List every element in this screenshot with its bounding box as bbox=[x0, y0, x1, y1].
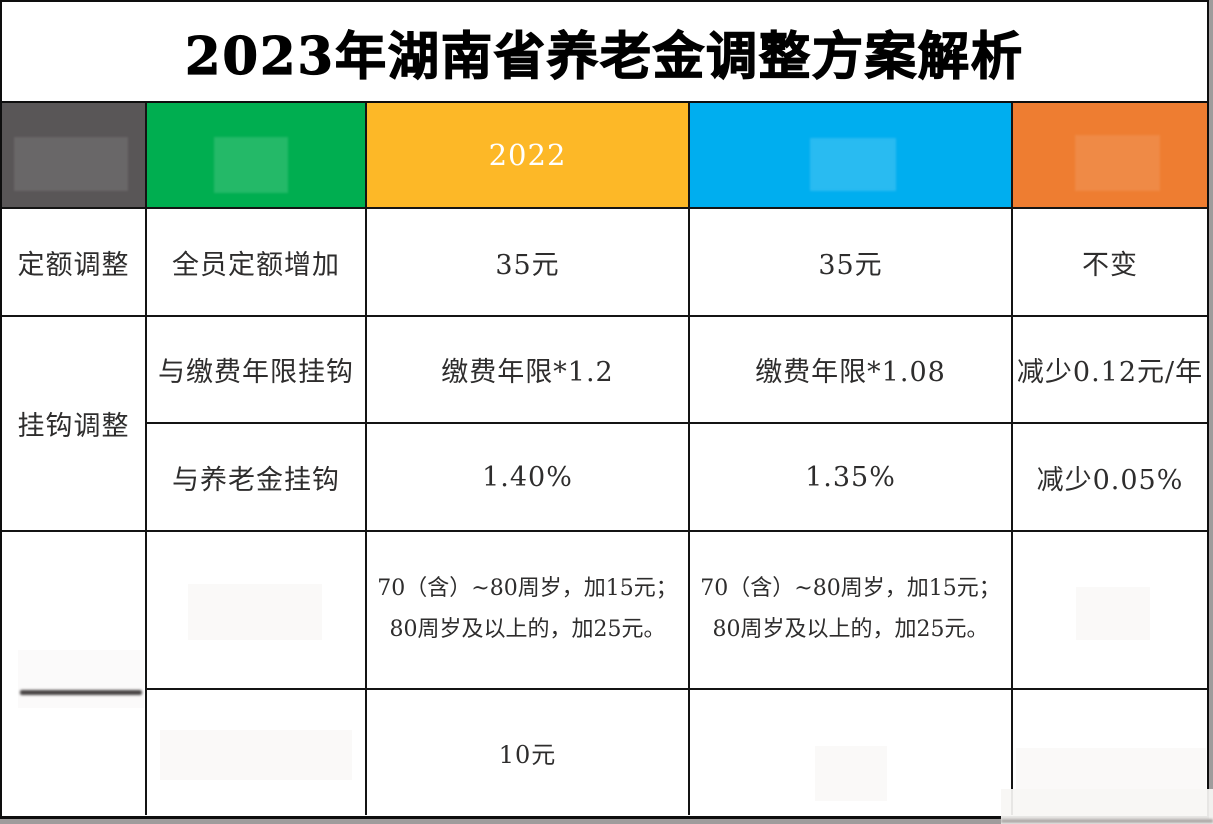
cell-r2c5: 减少0.12元/年 bbox=[1013, 317, 1207, 424]
cell-r3c4: 1.35% bbox=[690, 424, 1013, 532]
cell-r4c4: 70（含）~80周岁，加15元； 80周岁及以上的，加25元。 bbox=[690, 532, 1013, 690]
cell-r4c3-line1: 70（含）~80周岁，加15元； bbox=[377, 576, 678, 602]
redaction-patch bbox=[815, 746, 887, 801]
header-label-2022: 2022 bbox=[488, 138, 567, 172]
redaction-smudge-bottom-left bbox=[18, 650, 144, 708]
cell-r2r3c1-merged: 挂钩调整 bbox=[2, 317, 147, 532]
page-title: 2023年湖南省养老金调整方案解析 bbox=[2, 2, 1207, 103]
cell-r4c3-line2: 80周岁及以上的，加25元。 bbox=[389, 617, 666, 642]
cell-r3c3: 1.40% bbox=[367, 424, 690, 532]
cell-r4c5-blank bbox=[1013, 532, 1207, 690]
redaction-smudge-bottom-right bbox=[1001, 789, 1213, 824]
redaction-patch bbox=[14, 137, 128, 191]
cell-r2c4: 缴费年限*1.08 bbox=[690, 317, 1013, 424]
header-cell-2022: 2022 bbox=[367, 103, 690, 209]
header-cell-4 bbox=[690, 103, 1013, 209]
cell-r3c5: 减少0.05% bbox=[1013, 424, 1207, 532]
cell-r1c3: 35元 bbox=[367, 209, 690, 317]
redaction-patch bbox=[160, 730, 352, 780]
cell-r2c2: 与缴费年限挂钩 bbox=[147, 317, 367, 424]
header-cell-5 bbox=[1013, 103, 1207, 209]
cell-r5c2-blank bbox=[147, 690, 367, 815]
cell-r1c4: 35元 bbox=[690, 209, 1013, 317]
redaction-patch bbox=[214, 137, 288, 193]
cell-r4c4-line1: 70（含）~80周岁，加15元； bbox=[700, 576, 1001, 602]
cell-r1c1: 定额调整 bbox=[2, 209, 147, 317]
pension-table: 2022 定额调整 全员定额增加 35元 35元 不变 挂钩调整 与缴费年限挂钩… bbox=[2, 103, 1207, 815]
cell-r4r5c1-merged-blank bbox=[2, 532, 147, 815]
header-cell-2 bbox=[147, 103, 367, 209]
cell-r4c2-blank bbox=[147, 532, 367, 690]
cell-r3c2: 与养老金挂钩 bbox=[147, 424, 367, 532]
header-cell-1 bbox=[2, 103, 147, 209]
cell-r5c4-blank bbox=[690, 690, 1013, 815]
cell-r1c2: 全员定额增加 bbox=[147, 209, 367, 317]
redaction-patch bbox=[810, 138, 896, 191]
cell-r1c5: 不变 bbox=[1013, 209, 1207, 317]
redaction-patch bbox=[1076, 587, 1150, 640]
cell-r4c4-line2: 80周岁及以上的，加25元。 bbox=[712, 617, 989, 642]
redaction-patch bbox=[1075, 135, 1160, 191]
cell-r5c3: 10元 bbox=[367, 690, 690, 815]
redaction-patch bbox=[188, 584, 322, 640]
cell-r2c3: 缴费年限*1.2 bbox=[367, 317, 690, 424]
cell-r4c3: 70（含）~80周岁，加15元； 80周岁及以上的，加25元。 bbox=[367, 532, 690, 690]
